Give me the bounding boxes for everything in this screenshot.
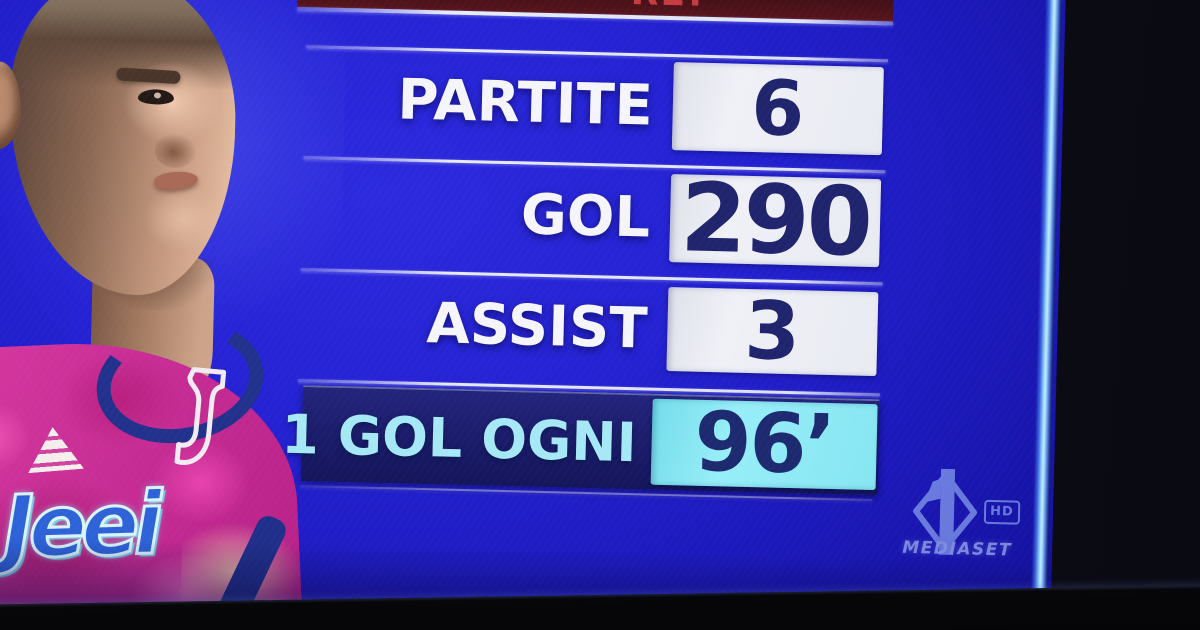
stat-row-gol-ogni: 1 GOL OGNI 96’ [281,385,880,496]
stat-row-partite: PARTITE 6 [304,53,886,156]
stat-label: ASSIST [425,290,649,362]
stat-value: 6 [750,62,806,154]
stat-label: 1 GOL OGNI [280,402,638,474]
hd-badge: HD [983,499,1021,525]
stat-value: 3 [743,283,802,379]
player-lips [153,169,199,192]
stat-row-gol: GOL 290 [301,163,883,277]
stat-value-box: 3 [666,283,879,379]
stat-label: GOL [520,181,651,251]
banner-partial-text: RE! [630,0,706,15]
juventus-logo-icon [174,367,227,465]
stat-row-assist: ASSIST 3 [299,278,881,379]
screen-edge-glow [1029,0,1063,630]
italia1-channel-bug: HD MEDIASET [902,468,1041,571]
stat-value-box: 290 [669,163,882,277]
player-nose [154,133,198,169]
stat-value-box: 6 [671,62,884,156]
player-eyebrow [116,67,181,85]
italia1-diamond-icon [913,468,978,556]
tv-screen: Jeei RE! PARTITE 6 GOL 290 ASSIST [0,0,1066,630]
player-eye [137,88,175,105]
stat-value: 290 [679,162,872,278]
stat-value-box-cyan: 96’ [650,394,878,494]
stat-value: 96’ [693,394,835,494]
stat-label: PARTITE [396,66,654,139]
